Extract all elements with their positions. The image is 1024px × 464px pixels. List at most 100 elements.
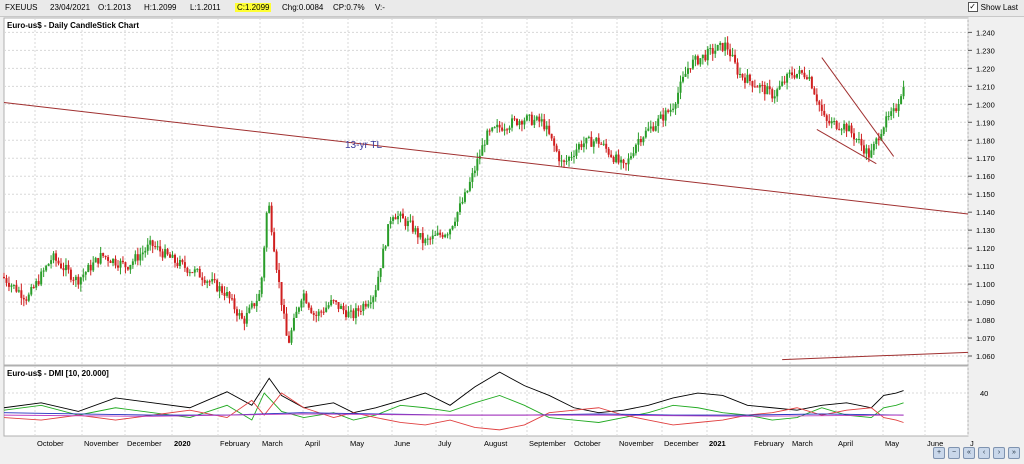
- candle-body: [885, 116, 888, 128]
- candle-body: [788, 72, 791, 74]
- x-tick-label: April: [838, 439, 853, 448]
- candle-body: [654, 126, 657, 131]
- candle-body: [815, 94, 818, 102]
- candle-body: [3, 276, 5, 279]
- candle-body: [203, 280, 206, 283]
- candle-body: [404, 218, 407, 227]
- candle-body: [877, 138, 880, 141]
- symbol-label: FXEUUS: [5, 3, 38, 12]
- candle-body: [503, 129, 506, 131]
- candle-body: [590, 136, 593, 147]
- candle-body: [791, 72, 794, 76]
- scroll-left-icon[interactable]: ‹: [978, 447, 990, 459]
- candle-body: [429, 238, 432, 240]
- candle-body: [805, 77, 808, 79]
- candle-body: [716, 44, 719, 51]
- candle-body: [416, 228, 419, 238]
- candle-body: [657, 118, 660, 127]
- dmi-lines: [3, 371, 904, 431]
- candle-body: [414, 228, 417, 232]
- candle-body: [134, 254, 137, 262]
- candle-body: [525, 115, 528, 121]
- candle-body: [481, 145, 484, 156]
- candle-body: [436, 232, 439, 236]
- candle-body: [518, 121, 521, 125]
- trendline: [821, 57, 895, 157]
- scroll-end-icon[interactable]: »: [1008, 447, 1020, 459]
- candle-body: [823, 110, 826, 116]
- trendline: [3, 102, 969, 215]
- candle-body: [498, 124, 501, 128]
- candle-body: [736, 62, 739, 75]
- candle-body: [218, 286, 221, 292]
- candle-body: [872, 143, 875, 151]
- y-tick-label: 1.240: [976, 28, 995, 37]
- candle-body: [597, 137, 600, 144]
- y-tick-label: 1.230: [976, 46, 995, 55]
- candle-body: [84, 272, 87, 275]
- candle-body: [322, 311, 325, 313]
- candle-body: [682, 76, 685, 82]
- candle-body: [582, 143, 585, 148]
- candle-body: [421, 233, 424, 244]
- candle-body: [746, 74, 749, 83]
- y-tick-label: 40: [980, 389, 988, 398]
- candle-body: [223, 292, 226, 296]
- candle-body: [714, 50, 717, 54]
- y-tick-label: 1.160: [976, 172, 995, 181]
- scroll-right-icon[interactable]: ›: [993, 447, 1005, 459]
- x-tick-label: J: [970, 439, 974, 448]
- candle-body: [530, 114, 533, 125]
- zoom-in-icon[interactable]: +: [933, 447, 945, 459]
- candle-body: [587, 136, 590, 138]
- candle-body: [577, 144, 580, 150]
- candle-body: [213, 279, 216, 281]
- candle-body: [796, 73, 799, 78]
- candle-body: [483, 144, 486, 146]
- candle-body: [285, 313, 288, 336]
- candle-body: [74, 276, 77, 281]
- candle-body: [67, 264, 70, 270]
- candle-body: [116, 265, 119, 268]
- candle-body: [268, 205, 271, 213]
- candle-body: [193, 269, 196, 273]
- candle-body: [560, 160, 563, 162]
- candle-body: [258, 293, 261, 301]
- show-last-toggle[interactable]: ✓ Show Last: [967, 2, 1018, 12]
- candle-body: [240, 313, 243, 319]
- candle-body: [52, 253, 55, 261]
- candle-body: [595, 137, 598, 142]
- candle-body: [166, 249, 169, 255]
- candle-body: [181, 260, 184, 263]
- x-tick-label: June: [927, 439, 943, 448]
- candle-body: [297, 307, 300, 312]
- candle-body: [325, 307, 328, 312]
- candle-body: [672, 108, 675, 110]
- candle-body: [721, 42, 724, 51]
- candle-body: [364, 303, 367, 307]
- candle-body: [880, 133, 883, 141]
- y-tick-label: 1.120: [976, 244, 995, 253]
- candle-body: [426, 238, 429, 240]
- candle-body: [751, 81, 754, 87]
- date-label: 23/04/2021: [50, 3, 91, 12]
- scroll-start-icon[interactable]: «: [963, 447, 975, 459]
- candle-body: [550, 133, 553, 139]
- candle-body: [32, 287, 35, 289]
- candle-body: [369, 302, 372, 304]
- candle-body: [471, 173, 474, 182]
- candle-body: [875, 138, 878, 144]
- checkbox-icon[interactable]: ✓: [967, 2, 978, 12]
- candle-body: [171, 254, 174, 258]
- candle-body: [255, 300, 258, 307]
- candle-body: [617, 154, 620, 163]
- candle-body: [486, 130, 489, 145]
- candle-body: [5, 278, 8, 283]
- candle-body: [406, 221, 409, 227]
- candle-body: [850, 125, 853, 134]
- zoom-out-icon[interactable]: −: [948, 447, 960, 459]
- candle-body: [508, 127, 511, 130]
- candle-body: [178, 260, 181, 267]
- candle-body: [862, 145, 865, 154]
- candle-body: [45, 265, 48, 271]
